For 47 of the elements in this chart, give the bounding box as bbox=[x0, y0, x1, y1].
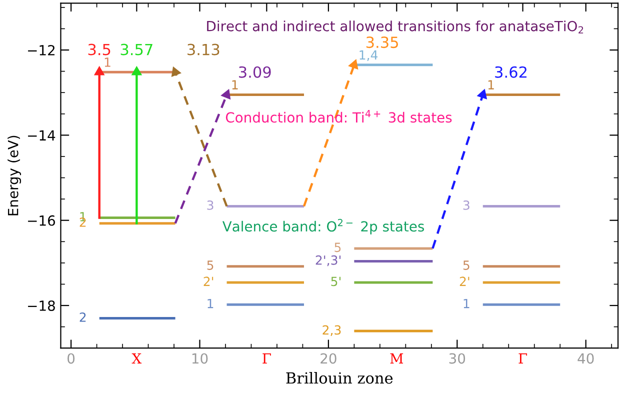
series-label: 2,3 bbox=[322, 325, 341, 336]
x-tick-label: X bbox=[132, 353, 142, 364]
series-label: 2 bbox=[80, 312, 86, 322]
series-label: 1,4 bbox=[360, 50, 378, 61]
point bbox=[476, 88, 488, 100]
x-tick-label: 0 bbox=[68, 353, 75, 364]
x-axis-title: Brillouin zone bbox=[286, 372, 393, 384]
x-tick-label: 20 bbox=[320, 353, 336, 364]
series-label: 5 bbox=[207, 260, 214, 270]
series-label: 3.13 bbox=[188, 44, 220, 56]
y-tick-label: −14 bbox=[28, 130, 56, 140]
y-tick-label: −16 bbox=[28, 215, 56, 226]
series-label: 3 bbox=[463, 200, 470, 210]
annotation: Valence band: O$^{2−}$ 2p states bbox=[222, 218, 424, 234]
point bbox=[220, 88, 231, 100]
x-tick-label: 40 bbox=[578, 353, 594, 364]
text: Direct and indirect allowed transitions for anataseTiO$_{2}$ bbox=[207, 20, 584, 34]
series-label: 3.09 bbox=[239, 66, 271, 78]
point bbox=[131, 66, 142, 76]
series-label: 1 bbox=[232, 80, 238, 90]
point bbox=[94, 66, 105, 76]
series-label: 2',3' bbox=[316, 255, 340, 266]
series-label: 1 bbox=[464, 298, 470, 308]
x-tick-label: 30 bbox=[449, 353, 466, 364]
series-label: 2' bbox=[460, 276, 470, 286]
x-tick-label: 10 bbox=[192, 353, 208, 364]
point bbox=[348, 59, 358, 70]
series-label: 1 bbox=[104, 58, 110, 67]
annotation: Conduction band: Ti$^{4+}$ 3d states bbox=[226, 110, 452, 123]
y-tick-label: −18 bbox=[28, 300, 55, 311]
series-label: 1 bbox=[488, 80, 494, 90]
series-label: 5 bbox=[334, 242, 341, 252]
series-label: 5 bbox=[463, 260, 470, 270]
series-label: 3.62 bbox=[495, 66, 526, 78]
series-label: 3 bbox=[207, 200, 214, 210]
y-tick-label: −12 bbox=[28, 44, 54, 56]
point bbox=[171, 66, 182, 78]
series-label: 5' bbox=[331, 276, 340, 286]
series-label: 3.5 bbox=[88, 44, 110, 56]
series-label: 1 bbox=[208, 298, 214, 308]
series-label: 3.35 bbox=[366, 36, 398, 48]
series-label: 2' bbox=[204, 276, 214, 286]
x-tick-label: Γ bbox=[518, 353, 528, 364]
y-axis-title: Energy (eV) bbox=[8, 136, 22, 216]
x-tick-label: M bbox=[390, 353, 404, 364]
series-label: 3.57 bbox=[120, 44, 152, 56]
x-tick-label: Γ bbox=[262, 353, 271, 364]
